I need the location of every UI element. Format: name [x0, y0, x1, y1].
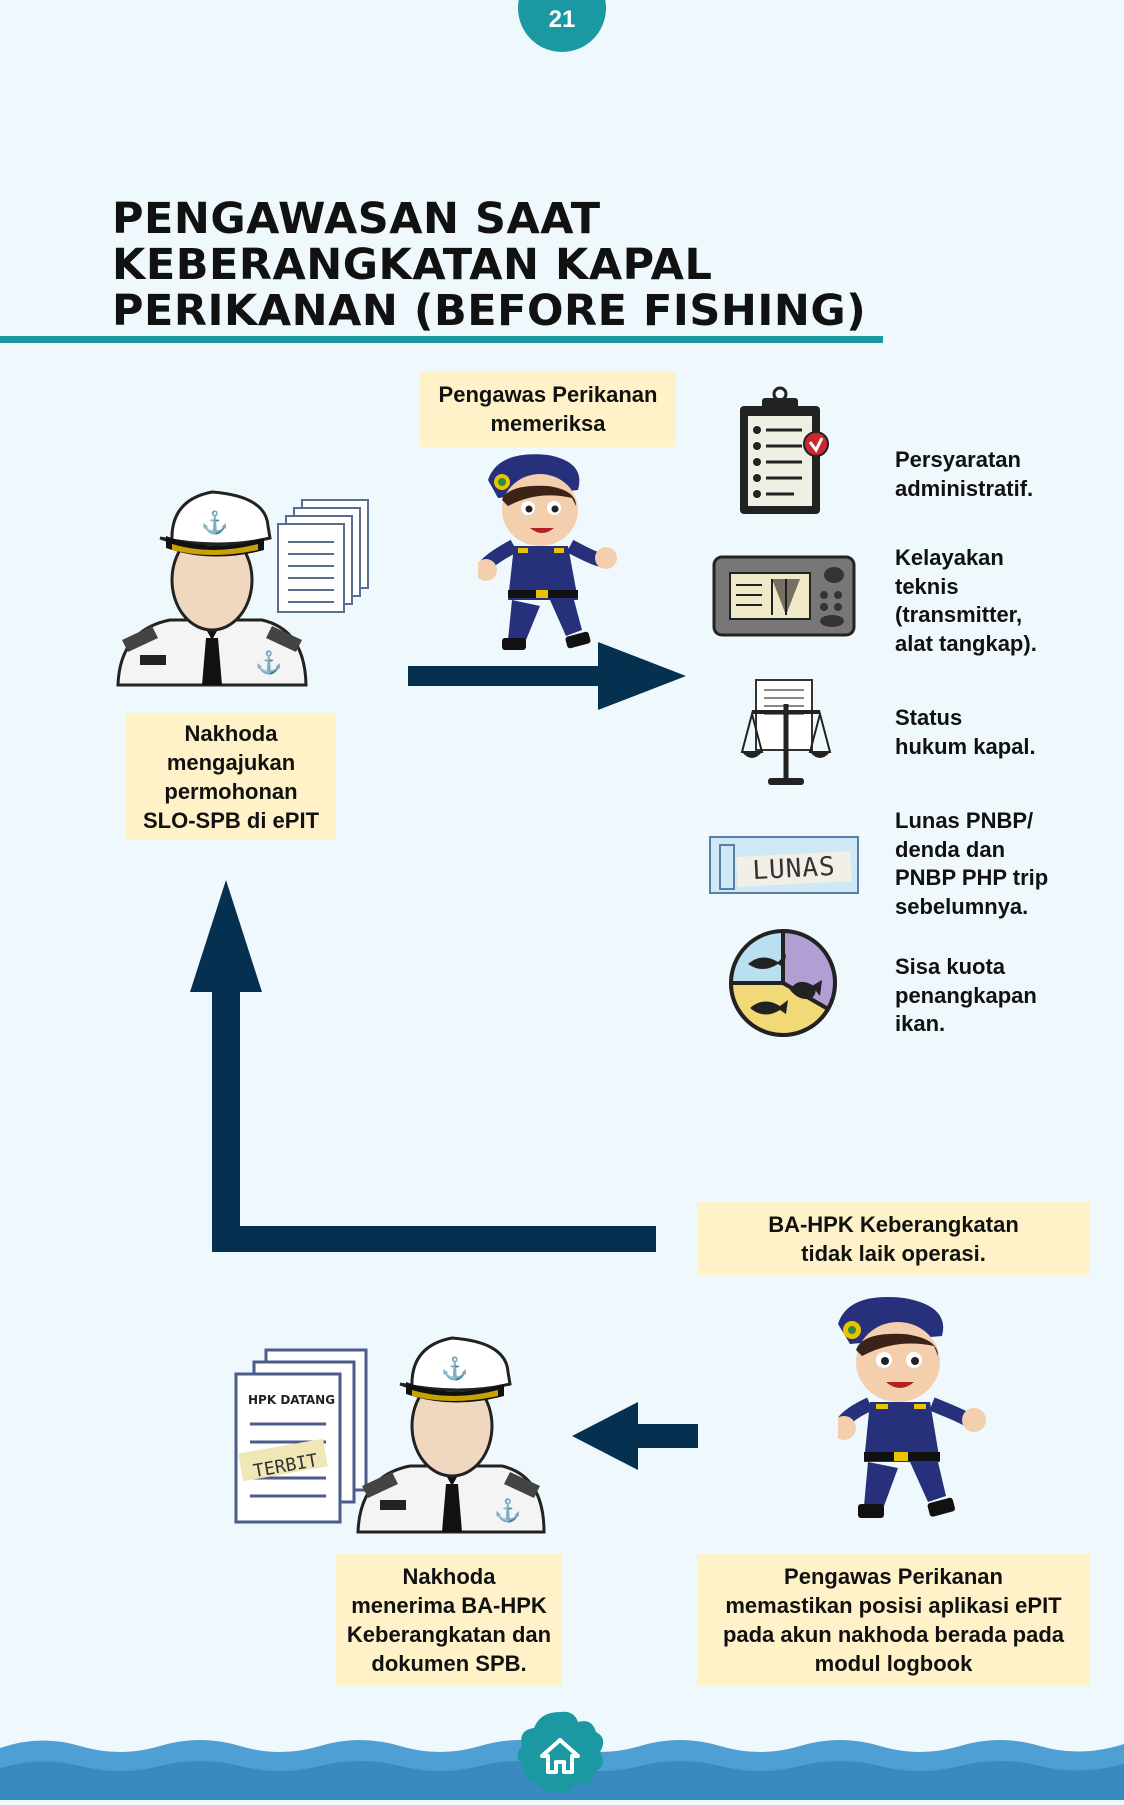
title-line: PENGAWASAN SAAT — [112, 194, 601, 244]
captain-receiving-illustration: HPK DATANG TERBIT ⚓ ⚓ — [234, 1336, 546, 1534]
requirement-line: sebelumnya. — [895, 893, 1029, 919]
inspector-ensuring-illustration — [838, 1297, 986, 1518]
requirement-line: Persyaratan — [895, 447, 1021, 472]
requirement-text: Sisa kuota penangkapan ikan. — [895, 953, 1095, 1039]
legal-scale-icon — [740, 679, 832, 785]
requirement-text: Persyaratan administratif. — [895, 446, 1095, 503]
requirement-line: denda dan — [895, 836, 1006, 862]
requirement-line: Sisa kuota — [895, 954, 1006, 979]
paid-ticket-icon: LUNAS — [709, 836, 859, 894]
label-line: mengajukan — [166, 749, 296, 775]
issued-documents-icon: HPK DATANG TERBIT — [234, 1348, 368, 1524]
requirement-line: alat tangkap). — [895, 630, 1037, 656]
fish-quota-pie-icon — [728, 928, 837, 1037]
requirement-line: administratif. — [895, 475, 1034, 501]
label-line: Pengawas Perikanan — [784, 1563, 1003, 1589]
label-line: Pengawas Perikanan — [438, 382, 658, 407]
label-line: memeriksa — [490, 411, 606, 436]
return-arrow-icon — [190, 880, 656, 1252]
label-line: modul logbook — [814, 1650, 973, 1676]
captain-applicant-illustration: ⚓ ⚓ — [116, 490, 369, 687]
requirement-line: teknis — [895, 573, 959, 599]
label-line: BA-HPK Keberangkatan — [768, 1211, 1019, 1237]
requirement-line: (transmitter, — [895, 602, 1023, 627]
inspector-checks-box: Pengawas Perikanan memeriksa — [420, 371, 676, 447]
svg-text:⚓: ⚓ — [441, 1356, 468, 1381]
title-line: KEBERANGKATAN KAPAL — [112, 240, 713, 290]
title-line: PERIKANAN (BEFORE FISHING) — [112, 286, 867, 336]
clipboard-check-icon — [740, 386, 829, 514]
requirement-text: Lunas PNBP/ denda dan PNBP PHP trip sebe… — [895, 807, 1095, 921]
lunas-stamp: LUNAS — [736, 851, 852, 887]
home-icon — [517, 1711, 604, 1793]
page-number-badge: 21 — [518, 0, 606, 52]
label-line: Nakhoda — [184, 720, 278, 746]
svg-text:⚓: ⚓ — [494, 1498, 521, 1523]
page-number: 21 — [548, 6, 576, 33]
label-line: permohonan — [164, 778, 298, 804]
label-line: Nakhoda — [402, 1563, 496, 1589]
requirement-line: Lunas PNBP/ — [895, 808, 1034, 833]
captain-applies-box: Nakhoda mengajukan permohonan SLO-SPB di… — [126, 713, 336, 840]
requirement-line: Kelayakan — [895, 545, 1004, 570]
label-line: pada akun nakhoda berada pada — [722, 1621, 1065, 1647]
title-underline — [0, 336, 883, 343]
inspector-ensures-box: Pengawas Perikanan memastikan posisi apl… — [697, 1554, 1090, 1685]
arrow-right-icon — [408, 642, 686, 710]
requirement-line: PNBP PHP trip — [895, 865, 1049, 890]
label-line: dokumen SPB. — [371, 1650, 527, 1676]
svg-text:⚓: ⚓ — [201, 510, 228, 535]
page-title: PENGAWASAN SAAT KEBERANGKATAN KAPAL PERI… — [112, 196, 872, 334]
home-button[interactable] — [512, 1708, 608, 1800]
requirement-line: penangkapan — [895, 982, 1037, 1008]
transmitter-device-icon — [712, 555, 856, 637]
requirement-text: Status hukum kapal. — [895, 704, 1095, 761]
requirement-line: hukum kapal. — [895, 733, 1036, 759]
requirement-line: Status — [895, 705, 963, 730]
inspector-checking-illustration — [478, 454, 617, 650]
captain-receives-box: Nakhoda menerima BA-HPK Keberangkatan da… — [336, 1554, 562, 1685]
label-line: SLO-SPB di ePIT — [142, 807, 320, 833]
label-line: memastikan posisi aplikasi ePIT — [725, 1592, 1062, 1618]
documents-stack-icon — [277, 499, 369, 613]
arrow-left-icon — [572, 1402, 698, 1470]
svg-text:⚓: ⚓ — [255, 650, 282, 675]
label-line: menerima BA-HPK — [351, 1592, 547, 1618]
hpk-datang-label: HPK DATANG — [248, 1393, 335, 1407]
label-line: tidak laik operasi. — [801, 1240, 986, 1266]
requirement-line: ikan. — [895, 1011, 946, 1036]
requirement-text: Kelayakan teknis (transmitter, alat tang… — [895, 544, 1095, 658]
not-seaworthy-box: BA-HPK Keberangkatan tidak laik operasi. — [697, 1202, 1090, 1275]
label-line: Keberangkatan dan — [346, 1621, 552, 1647]
